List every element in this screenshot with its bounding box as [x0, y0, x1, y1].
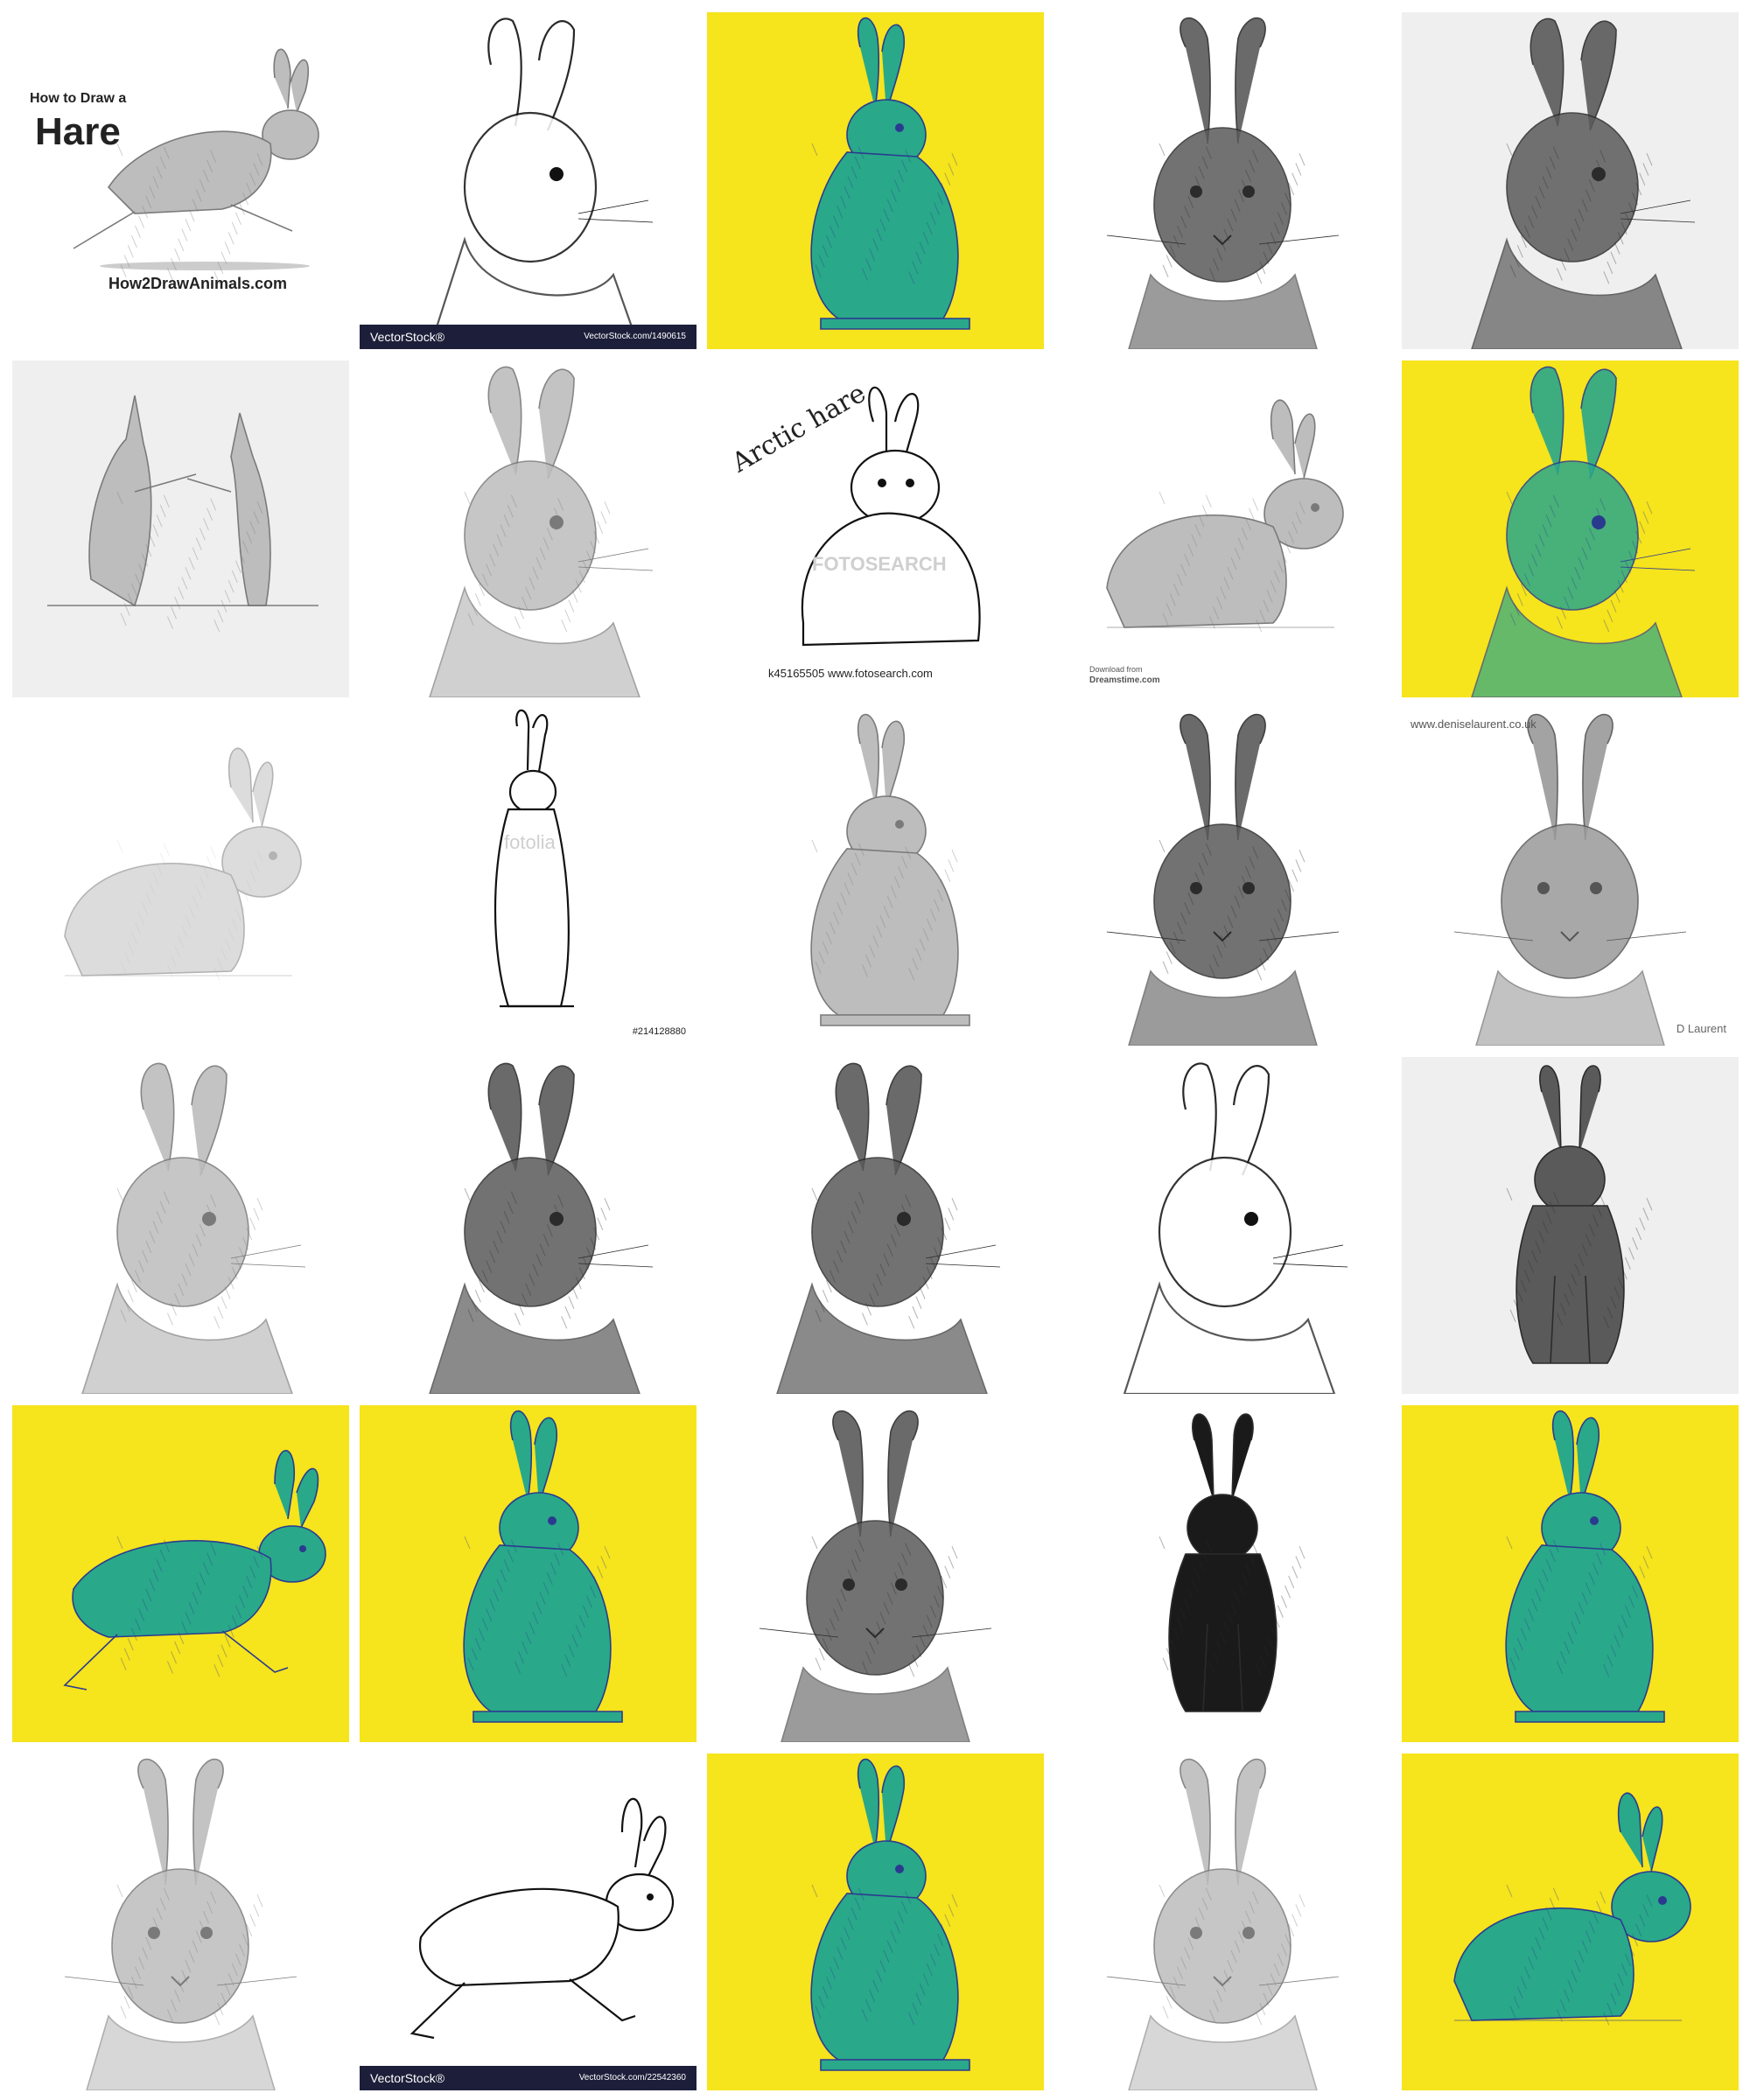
hare-drawing	[410, 1797, 675, 2040]
image-tile-charcoal-front-2[interactable]	[1054, 709, 1391, 1046]
image-tile-yellow-crouching[interactable]	[1402, 1754, 1739, 2090]
site-url: How2DrawAnimals.com	[108, 275, 288, 292]
image-tile-yellow-portrait[interactable]	[1402, 360, 1739, 697]
hare-drawing	[63, 1450, 326, 1690]
image-tile-ink-sitting-front[interactable]	[1402, 1057, 1739, 1394]
hare-drawing	[1471, 366, 1696, 697]
vectorstock-id: VectorStock.com/22542360	[578, 2073, 686, 2082]
image-tile-pastel-portrait[interactable]	[707, 1405, 1044, 1742]
hare-drawing	[1506, 1065, 1653, 1364]
hare-drawing	[1158, 1413, 1306, 1712]
vectorstock-id: VectorStock.com/1490615	[584, 332, 686, 341]
hare-drawing	[429, 366, 654, 697]
image-tile-charcoal-portrait-3[interactable]	[707, 1057, 1044, 1394]
hare-drawing	[1123, 1062, 1348, 1394]
hare-drawing	[810, 713, 970, 1026]
image-tile-pencil-front-3[interactable]	[12, 1754, 349, 2090]
dreamstime-download: Download from	[1089, 665, 1143, 674]
dreamstime-site: Dreamstime.com	[1089, 676, 1160, 685]
image-tile-yellow-sitting[interactable]	[707, 12, 1044, 349]
image-tile-standing-ink[interactable]: fotolia #214128880	[360, 709, 696, 1046]
image-tile-lineart-head[interactable]: VectorStock® VectorStock.com/1490615	[360, 12, 696, 349]
hare-drawing	[810, 17, 970, 330]
image-tile-yellow-grass-sitting[interactable]	[707, 1754, 1044, 2090]
image-tile-vectorstock-running[interactable]: VectorStock® VectorStock.com/22542360	[360, 1754, 696, 2090]
vectorstock-footer: VectorStock® VectorStock.com/1490615	[360, 325, 696, 349]
hare-drawing	[1106, 1758, 1340, 2090]
stock-code: k45165505 www.fotosearch.com	[768, 667, 933, 680]
hare-drawing	[759, 1410, 992, 1742]
image-tile-faint-crouching[interactable]	[12, 709, 349, 1046]
hare-drawing	[64, 1758, 298, 2090]
hare-drawing	[1505, 1410, 1665, 1723]
image-tile-yellow-sitting-back[interactable]	[360, 1405, 696, 1742]
artist-signature: D Laurent	[1676, 1022, 1726, 1035]
hare-drawing	[81, 1062, 306, 1394]
hare-drawing	[801, 386, 981, 647]
hare-drawing	[1106, 17, 1340, 349]
image-tile-pencil-portrait-1[interactable]	[360, 360, 696, 697]
hare-drawing	[494, 709, 574, 1008]
image-tile-pencil-portrait-2[interactable]	[12, 1057, 349, 1394]
image-tile-boxing-hares[interactable]	[12, 360, 349, 697]
hare-drawing	[1106, 713, 1340, 1046]
image-tile-dreamstime-rabbit[interactable]: Download from Dreamstime.com	[1054, 360, 1391, 697]
hare-drawing	[1453, 713, 1687, 1046]
image-tile-yellow-sitting-2[interactable]	[1402, 1405, 1739, 1742]
hare-drawing	[73, 48, 319, 284]
hare-drawing	[47, 395, 318, 633]
image-tile-arctic-hare[interactable]: Arctic hare FOTOSEARCH k45165505 www.fotos…	[707, 360, 1044, 697]
image-tile-yellow-running[interactable]	[12, 1405, 349, 1742]
hare-drawing	[463, 1410, 623, 1723]
image-tile-charcoal-portrait-1[interactable]	[1402, 12, 1739, 349]
image-tile-hatched-head[interactable]	[1054, 1057, 1391, 1394]
hare-drawing	[776, 1062, 1001, 1394]
hare-drawing	[428, 18, 654, 349]
hare-drawing	[1106, 399, 1344, 633]
image-tile-charcoal-front-1[interactable]	[1054, 12, 1391, 349]
vectorstock-brand: VectorStock®	[370, 330, 445, 344]
hare-drawing	[810, 1758, 970, 2071]
watermark: fotolia	[504, 831, 556, 853]
artist-site: www.deniselaurent.co.uk	[1410, 718, 1536, 731]
hare-drawing	[1453, 1792, 1691, 2026]
stock-id: #214128880	[632, 1026, 686, 1037]
image-tile-charcoal-portrait-2[interactable]	[360, 1057, 696, 1394]
image-tile-pencil-sitting[interactable]	[707, 709, 1044, 1046]
caption-big: Hare	[35, 110, 121, 153]
image-tile-pencil-front-4[interactable]	[1054, 1754, 1391, 2090]
vectorstock-brand: VectorStock®	[370, 2071, 445, 2085]
vectorstock-footer: VectorStock® VectorStock.com/22542360	[360, 2066, 696, 2090]
image-tile-how2draw-hare[interactable]: How to Draw a Hare How2DrawAnimals.com	[12, 12, 349, 349]
image-tile-denise-laurent[interactable]: www.deniselaurent.co.uk D Laurent	[1402, 709, 1739, 1046]
hare-drawing	[429, 1062, 654, 1394]
watermark: FOTOSEARCH	[812, 553, 947, 575]
hare-drawing	[1471, 18, 1696, 349]
image-tile-black-sitting[interactable]	[1054, 1405, 1391, 1742]
caption-small: How to Draw a	[30, 91, 127, 106]
hare-drawing	[64, 747, 302, 981]
